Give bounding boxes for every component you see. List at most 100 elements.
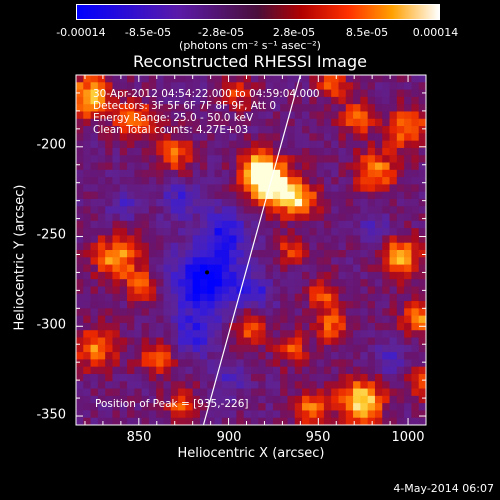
heatmap-cell bbox=[236, 315, 245, 324]
heatmap-cell bbox=[316, 147, 325, 156]
heatmap-cell bbox=[76, 417, 84, 425]
heatmap-cell bbox=[83, 330, 92, 339]
x-tick-label: 950 bbox=[305, 430, 331, 445]
heatmap-cell bbox=[141, 395, 150, 404]
heatmap-cell bbox=[294, 104, 303, 113]
heatmap-cell bbox=[83, 140, 92, 149]
heatmap-cell bbox=[353, 162, 361, 171]
heatmap-cell bbox=[382, 344, 391, 353]
heatmap-cell bbox=[199, 352, 208, 360]
heatmap-cell bbox=[112, 388, 121, 397]
heatmap-cell bbox=[148, 89, 157, 98]
heatmap-cell bbox=[207, 177, 216, 185]
heatmap-cell bbox=[185, 271, 194, 280]
heatmap-cell bbox=[294, 410, 303, 419]
heatmap-cell bbox=[374, 388, 383, 397]
heatmap-cell bbox=[148, 330, 157, 339]
heatmap-cell bbox=[374, 330, 383, 339]
heatmap-cell bbox=[316, 104, 325, 113]
heatmap-cell bbox=[105, 395, 114, 404]
heatmap-cell bbox=[141, 198, 150, 207]
heatmap-cell bbox=[316, 286, 325, 295]
heatmap-cell bbox=[258, 352, 267, 360]
heatmap-cell bbox=[214, 198, 223, 207]
heatmap-cell bbox=[360, 271, 369, 280]
heatmap-cell bbox=[287, 373, 296, 382]
heatmap-cell bbox=[134, 220, 143, 229]
heatmap-cell bbox=[382, 162, 391, 171]
heatmap-cell bbox=[258, 104, 267, 113]
heatmap-cell bbox=[418, 147, 426, 156]
heatmap-cell bbox=[236, 147, 245, 156]
heatmap-cell bbox=[199, 140, 208, 149]
heatmap-cell bbox=[141, 330, 150, 339]
heatmap-cell bbox=[374, 191, 383, 200]
heatmap-cell bbox=[185, 264, 194, 273]
heatmap-cell bbox=[251, 330, 259, 339]
heatmap-cell bbox=[338, 169, 347, 178]
heatmap-cell bbox=[309, 381, 318, 390]
heatmap-cell bbox=[178, 147, 186, 156]
heatmap-cell bbox=[134, 301, 143, 309]
heatmap-cell bbox=[127, 286, 135, 295]
heatmap-cell bbox=[199, 322, 208, 331]
heatmap-cell bbox=[280, 322, 289, 331]
heatmap-cell bbox=[302, 96, 310, 105]
heatmap-cell bbox=[258, 315, 267, 324]
heatmap-cell bbox=[287, 75, 296, 83]
heatmap-cell bbox=[156, 322, 165, 331]
heatmap-cell bbox=[76, 89, 84, 98]
heatmap-cell bbox=[192, 322, 201, 331]
heatmap-cell bbox=[112, 169, 121, 178]
heatmap-cell bbox=[374, 344, 383, 353]
heatmap-cell bbox=[141, 118, 150, 127]
heatmap-cell bbox=[360, 96, 369, 105]
heatmap-cell bbox=[251, 213, 259, 222]
heatmap-cell bbox=[163, 337, 172, 346]
heatmap-cell bbox=[119, 198, 128, 207]
heatmap-cell bbox=[360, 257, 369, 266]
heatmap-cell bbox=[411, 89, 420, 98]
heatmap-cell bbox=[323, 169, 332, 178]
heatmap-cell bbox=[345, 403, 354, 412]
heatmap-cell bbox=[141, 206, 150, 215]
heatmap-cell bbox=[345, 155, 354, 164]
heatmap-cell bbox=[345, 118, 354, 127]
heatmap-cell bbox=[251, 403, 259, 412]
heatmap-cell bbox=[251, 271, 259, 280]
heatmap-cell bbox=[156, 104, 165, 113]
heatmap-cell bbox=[411, 213, 420, 222]
heatmap-cell bbox=[374, 250, 383, 258]
heatmap-cell bbox=[185, 315, 194, 324]
heatmap-cell bbox=[389, 373, 398, 382]
heatmap-cell bbox=[105, 147, 114, 156]
heatmap-cell bbox=[389, 271, 398, 280]
heatmap-cell bbox=[83, 220, 92, 229]
heatmap-cell bbox=[97, 213, 106, 222]
heatmap-cell bbox=[418, 388, 426, 397]
heatmap-cell bbox=[170, 352, 179, 360]
heatmap-cell bbox=[396, 169, 405, 178]
heatmap-cell bbox=[163, 264, 172, 273]
heatmap-cell bbox=[360, 235, 369, 244]
heatmap-cell bbox=[331, 257, 340, 266]
heatmap-cell bbox=[214, 337, 223, 346]
heatmap-cell bbox=[199, 75, 208, 83]
heatmap-cell bbox=[345, 96, 354, 105]
heatmap-cell bbox=[185, 235, 194, 244]
heatmap-cell bbox=[119, 286, 128, 295]
heatmap-cell bbox=[258, 359, 267, 368]
heatmap-cell bbox=[280, 395, 289, 404]
heatmap-cell bbox=[119, 213, 128, 222]
heatmap-cell bbox=[119, 410, 128, 419]
heatmap-cell bbox=[360, 388, 369, 397]
heatmap-cell bbox=[345, 410, 354, 419]
heatmap-cell bbox=[389, 126, 398, 134]
heatmap-cell bbox=[112, 373, 121, 382]
heatmap-cell bbox=[309, 388, 318, 397]
heatmap-cell bbox=[411, 322, 420, 331]
heatmap-cell bbox=[396, 140, 405, 149]
heatmap-cell bbox=[374, 242, 383, 251]
heatmap-cell bbox=[97, 301, 106, 309]
heatmap-cell bbox=[360, 89, 369, 98]
